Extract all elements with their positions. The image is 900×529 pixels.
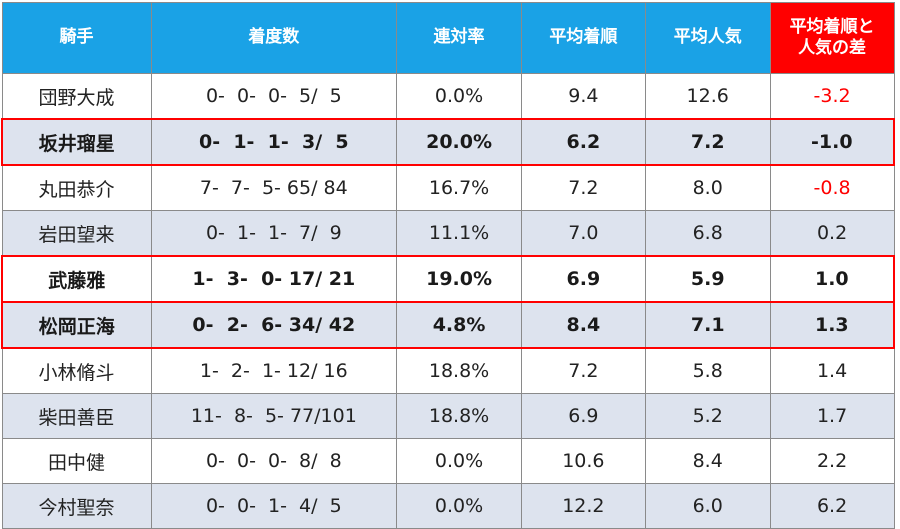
jockey-cell: 小林脩斗 xyxy=(1,347,151,394)
record-cell: 0- 0- 0- 8/ 8 xyxy=(150,438,397,484)
table-row: 柴田善臣 11- 8- 5- 77/101 18.8% 6.9 5.2 1.7 xyxy=(1,393,894,439)
record-cell: 0- 0- 0- 5/ 5 xyxy=(150,73,397,119)
avg-popularity-cell: 5.2 xyxy=(644,393,771,439)
diff-cell: 1.7 xyxy=(769,393,894,439)
avg-finish-cell: 9.4 xyxy=(520,73,646,119)
record-cell: 1- 3- 0- 17/ 21 xyxy=(150,255,397,303)
avg-finish-cell: 7.2 xyxy=(520,347,646,394)
diff-cell: -1.0 xyxy=(769,118,895,166)
table-row: 岩田望来 0- 1- 1- 7/ 9 11.1% 7.0 6.8 0.2 xyxy=(1,210,894,256)
record-cell: 0- 2- 6- 34/ 42 xyxy=(150,301,397,349)
avg-popularity-cell: 6.8 xyxy=(644,210,771,256)
rentai-rate-cell: 16.7% xyxy=(396,164,522,211)
header-rentai-rate: 連対率 xyxy=(396,2,522,74)
table-row: 武藤雅 1- 3- 0- 17/ 21 19.0% 6.9 5.9 1.0 xyxy=(1,255,895,303)
jockey-cell: 丸田恭介 xyxy=(1,164,151,211)
diff-cell: -0.8 xyxy=(769,164,894,211)
avg-finish-cell: 10.6 xyxy=(520,438,646,484)
record-cell: 7- 7- 5- 65/ 84 xyxy=(150,164,397,211)
table-row: 今村聖奈 0- 0- 1- 4/ 5 0.0% 12.2 6.0 6.2 xyxy=(1,483,894,529)
jockey-cell: 田中健 xyxy=(1,438,151,484)
table-row: 団野大成 0- 0- 0- 5/ 5 0.0% 9.4 12.6 -3.2 xyxy=(1,73,894,119)
diff-cell: 1.0 xyxy=(769,255,895,303)
rentai-rate-cell: 19.0% xyxy=(396,255,522,303)
jockey-cell: 松岡正海 xyxy=(1,301,151,349)
header-diff-label: 平均着順と人気の差 xyxy=(789,16,875,58)
avg-popularity-cell: 5.8 xyxy=(644,347,771,394)
diff-cell: 0.2 xyxy=(769,210,894,256)
record-cell: 11- 8- 5- 77/101 xyxy=(150,393,397,439)
table-body: 団野大成 0- 0- 0- 5/ 5 0.0% 9.4 12.6 -3.2 坂井瑠星 0- 1… xyxy=(1,73,895,529)
rentai-rate-cell: 0.0% xyxy=(396,73,522,119)
record-cell: 0- 1- 1- 3/ 5 xyxy=(150,118,397,166)
avg-finish-cell: 6.9 xyxy=(520,393,646,439)
jockey-cell: 柴田善臣 xyxy=(1,393,151,439)
header-jockey: 騎手 xyxy=(1,2,151,74)
rentai-rate-cell: 0.0% xyxy=(396,483,522,529)
rentai-rate-cell: 11.1% xyxy=(396,210,522,256)
table-row: 小林脩斗 1- 2- 1- 12/ 16 18.8% 7.2 5.8 1.4 xyxy=(1,347,894,394)
avg-popularity-cell: 8.0 xyxy=(644,164,771,211)
record-cell: 0- 1- 1- 7/ 9 xyxy=(150,210,397,256)
avg-finish-cell: 6.2 xyxy=(520,118,646,166)
header-finish-popularity-diff: 平均着順と人気の差 xyxy=(769,2,894,74)
avg-popularity-cell: 5.9 xyxy=(644,255,771,303)
jockey-cell: 坂井瑠星 xyxy=(1,118,151,166)
rentai-rate-cell: 18.8% xyxy=(396,393,522,439)
avg-popularity-cell: 7.2 xyxy=(644,118,771,166)
avg-popularity-cell: 12.6 xyxy=(644,73,771,119)
table-row: 松岡正海 0- 2- 6- 34/ 42 4.8% 8.4 7.1 1.3 xyxy=(1,301,895,349)
header-record: 着度数 xyxy=(150,2,397,74)
record-cell: 1- 2- 1- 12/ 16 xyxy=(150,347,397,394)
rentai-rate-cell: 0.0% xyxy=(396,438,522,484)
diff-cell: 1.3 xyxy=(769,301,895,349)
jockey-cell: 団野大成 xyxy=(1,73,151,119)
rentai-rate-cell: 4.8% xyxy=(396,301,522,349)
avg-finish-cell: 8.4 xyxy=(520,301,646,349)
table-header: 騎手 着度数 連対率 平均着順 平均人気 平均着順と人気の差 xyxy=(1,2,894,74)
diff-cell: 1.4 xyxy=(769,347,894,394)
diff-cell: -3.2 xyxy=(769,73,894,119)
avg-popularity-cell: 6.0 xyxy=(644,483,771,529)
avg-popularity-cell: 7.1 xyxy=(644,301,771,349)
avg-finish-cell: 12.2 xyxy=(520,483,646,529)
table-row: 田中健 0- 0- 0- 8/ 8 0.0% 10.6 8.4 2.2 xyxy=(1,438,894,484)
avg-finish-cell: 6.9 xyxy=(520,255,646,303)
header-row: 騎手 着度数 連対率 平均着順 平均人気 平均着順と人気の差 xyxy=(1,2,894,74)
avg-finish-cell: 7.0 xyxy=(520,210,646,256)
header-avg-popularity: 平均人気 xyxy=(644,2,771,74)
header-avg-finish: 平均着順 xyxy=(520,2,646,74)
diff-cell: 6.2 xyxy=(769,483,894,529)
table-row: 丸田恭介 7- 7- 5- 65/ 84 16.7% 7.2 8.0 -0.8 xyxy=(1,164,894,211)
record-cell: 0- 0- 1- 4/ 5 xyxy=(150,483,397,529)
rentai-rate-cell: 20.0% xyxy=(396,118,522,166)
rentai-rate-cell: 18.8% xyxy=(396,347,522,394)
jockey-cell: 岩田望来 xyxy=(1,210,151,256)
avg-finish-cell: 7.2 xyxy=(520,164,646,211)
avg-popularity-cell: 8.4 xyxy=(644,438,771,484)
table-row: 坂井瑠星 0- 1- 1- 3/ 5 20.0% 6.2 7.2 -1.0 xyxy=(1,118,895,166)
jockey-cell: 武藤雅 xyxy=(1,255,151,303)
jockey-cell: 今村聖奈 xyxy=(1,483,151,529)
diff-cell: 2.2 xyxy=(769,438,894,484)
